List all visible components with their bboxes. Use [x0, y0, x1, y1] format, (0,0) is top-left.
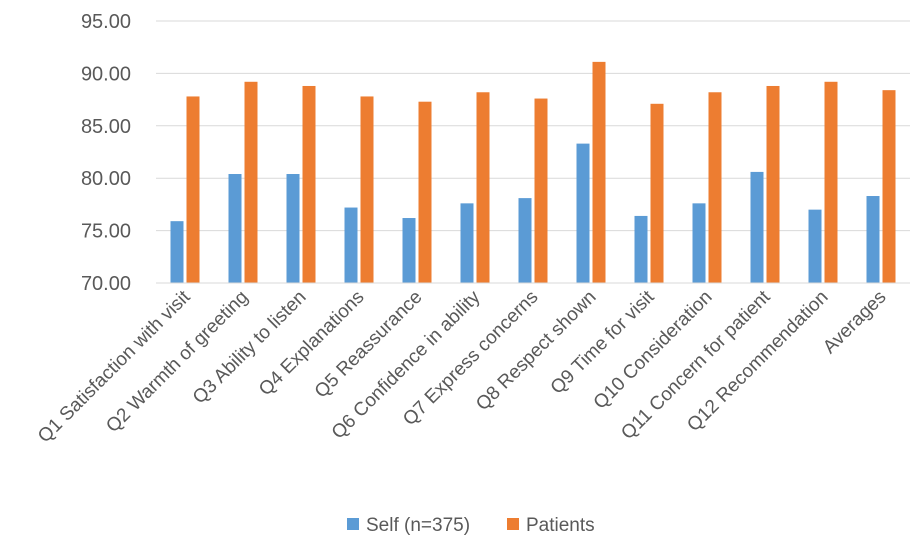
- bar-patients: [360, 96, 374, 284]
- y-tick-label: 90.00: [81, 63, 131, 85]
- bars: [170, 61, 896, 284]
- x-category-label: Q9 Time for visit: [547, 286, 659, 398]
- gridlines: [156, 20, 910, 232]
- bar-patients: [650, 103, 664, 284]
- x-category-label: Q4 Explanations: [255, 287, 368, 400]
- legend: Self (n=375) Patients: [347, 515, 595, 536]
- bar-self: [750, 171, 764, 283]
- bar-patients: [476, 92, 490, 283]
- legend-label: Patients: [526, 515, 595, 536]
- bar-self: [170, 221, 184, 283]
- bar-patients: [186, 96, 200, 284]
- y-axis-tick-labels: 70.00 75.00 80.00 85.00 90.00 95.00: [81, 11, 131, 295]
- y-tick-label: 70.00: [81, 273, 131, 295]
- bar-self: [808, 209, 822, 283]
- y-tick-label: 75.00: [81, 221, 131, 243]
- bar-patients: [766, 85, 780, 283]
- bar-self: [286, 174, 300, 283]
- bar-patients: [592, 61, 606, 283]
- y-tick-label: 85.00: [81, 116, 131, 138]
- bar-patients: [708, 92, 722, 283]
- y-tick-label: 80.00: [81, 168, 131, 190]
- bar-self: [518, 198, 532, 283]
- bar-patients: [824, 81, 838, 283]
- legend-swatch: [347, 518, 359, 530]
- bar-self: [228, 174, 242, 283]
- bar-self: [866, 196, 880, 283]
- y-tick-label: 95.00: [81, 11, 131, 33]
- bar-self: [402, 218, 416, 283]
- bar-self: [576, 143, 590, 283]
- legend-label: Self (n=375): [366, 515, 470, 536]
- bar-patients: [418, 101, 432, 283]
- bar-self: [634, 215, 648, 283]
- bar-self: [344, 207, 358, 283]
- bar-self: [460, 203, 474, 283]
- legend-swatch: [507, 518, 519, 530]
- x-category-label: Averages: [819, 287, 890, 358]
- bar-patients: [882, 90, 896, 283]
- x-category-label: Q5 Reassurance: [311, 287, 427, 403]
- bar-self: [692, 203, 706, 283]
- bar-patients: [534, 98, 548, 283]
- bar-patients: [302, 85, 316, 283]
- bar-patients: [244, 81, 258, 283]
